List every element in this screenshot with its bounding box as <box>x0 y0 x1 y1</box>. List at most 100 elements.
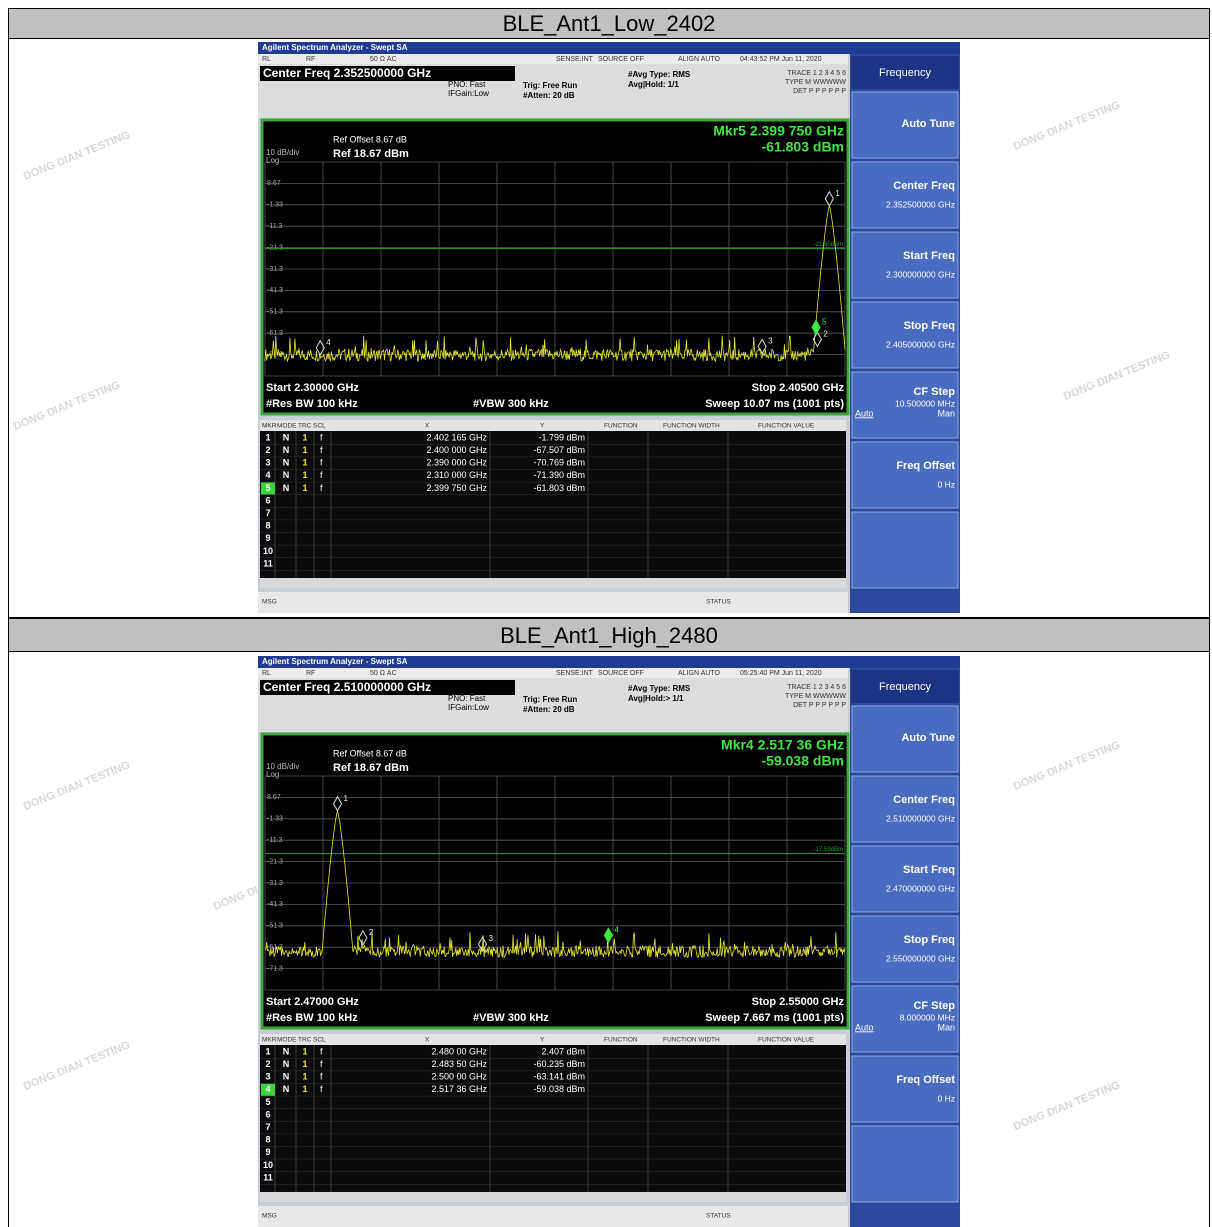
marker-x: 2.400 000 GHz <box>426 445 487 455</box>
softkey <box>852 846 958 912</box>
center-freq: Center Freq 2.352500000 GHz <box>263 66 431 80</box>
marker-trace: 1 <box>302 483 307 493</box>
marker-mode: N <box>283 1059 290 1069</box>
marker-no: 9 <box>265 533 270 543</box>
marker-x: 2.483 50 GHz <box>431 1059 487 1069</box>
marker-number: 4 <box>326 338 331 347</box>
marker-y: -59.038 dBm <box>533 1084 585 1094</box>
marker-y: -67.507 dBm <box>533 445 585 455</box>
marker-x: 2.402 165 GHz <box>426 432 487 442</box>
marker-number: 1 <box>835 189 840 198</box>
stop-freq: Stop 2.40500 GHz <box>752 382 845 394</box>
marker-no: 8 <box>265 521 270 531</box>
marker-no: 1 <box>265 1046 270 1056</box>
softkey-label: Freq Offset <box>896 1074 955 1086</box>
softkey-value: 0 Hz <box>938 479 955 489</box>
rbw: #Res BW 100 kHz <box>266 398 358 410</box>
marker-readout: -59.038 dBm <box>762 753 844 769</box>
marker-mode: N <box>283 445 290 455</box>
analyzer-screen: Agilent Spectrum Analyzer - Swept SARLRF… <box>258 656 960 1227</box>
trace-info: TYPE M WWWWW <box>785 693 846 700</box>
y-tick-label: 8.67 <box>267 180 281 187</box>
table-header: X <box>425 423 430 430</box>
y-tick-label: -41.3 <box>267 287 283 294</box>
marker-no: 7 <box>265 1122 270 1132</box>
softkey <box>852 1056 958 1122</box>
status-text: 50 Ω AC <box>370 56 397 63</box>
marker-readout: Mkr5 2.399 750 GHz <box>713 123 844 139</box>
ref-offset: Ref Offset 8.67 dB <box>333 134 407 144</box>
marker-no: 2 <box>265 445 270 455</box>
table-header: FUNCTION WIDTH <box>663 1037 720 1044</box>
marker-x: 2.390 000 GHz <box>426 458 487 468</box>
marker-mode: N <box>283 458 290 468</box>
marker-no: 2 <box>265 1059 270 1069</box>
marker-trace: 1 <box>302 1059 307 1069</box>
y-tick-label: -11.3 <box>267 837 283 844</box>
marker-no: 10 <box>263 1160 273 1170</box>
table-header: Y <box>540 1037 545 1044</box>
softkey-label: Start Freq <box>903 864 955 876</box>
marker-y: -1.799 dBm <box>538 432 585 442</box>
marker-no: 4 <box>265 1084 270 1094</box>
marker-mode: N <box>283 1084 290 1094</box>
setting: Trig: Free Run <box>523 695 577 704</box>
marker-trace: 1 <box>302 458 307 468</box>
status-label: STATUS <box>706 1213 731 1220</box>
table-header: FUNCTION WIDTH <box>663 423 720 430</box>
trace-info: TRACE 1 2 3 4 5 6 <box>787 70 846 77</box>
msg: MSG <box>262 1213 277 1220</box>
section-title: BLE_Ant1_Low_2402 <box>8 8 1210 39</box>
setting: #Avg Type: RMS <box>628 684 691 693</box>
softkey <box>852 232 958 298</box>
y-tick-label: -51.3 <box>267 923 283 930</box>
marker-number: 4 <box>614 925 619 934</box>
marker-table <box>260 1034 846 1192</box>
y-tick-label: -1.33 <box>267 816 283 823</box>
marker-y: -60.235 dBm <box>533 1059 585 1069</box>
softkey-option: Man <box>937 408 955 418</box>
marker-number: 3 <box>768 337 773 346</box>
setting: PNO: Fast <box>448 694 486 703</box>
softkey-value: 2.352500000 GHz <box>886 199 955 209</box>
table-header: X <box>425 1037 430 1044</box>
softkey-label: Center Freq <box>893 180 955 192</box>
marker-no: 6 <box>265 1109 270 1119</box>
status-text: ALIGN AUTO <box>678 56 720 63</box>
marker-no: 4 <box>265 470 270 480</box>
setting: #Atten: 20 dB <box>523 91 575 100</box>
marker-trace: 1 <box>302 470 307 480</box>
table-header: FUNCTION <box>604 1037 638 1044</box>
marker-no: 9 <box>265 1147 270 1157</box>
y-tick-label: -21.3 <box>267 858 283 865</box>
y-tick-label: 8.67 <box>267 794 281 801</box>
softkey-value: 0 Hz <box>938 1093 955 1103</box>
vbw: #VBW 300 kHz <box>473 1012 549 1024</box>
log: Log <box>266 156 279 165</box>
setting: IFGain:Low <box>448 89 489 98</box>
status-text: SENSE:INT <box>556 56 594 63</box>
softkey-menu-title: Frequency <box>879 67 931 79</box>
marker-readout: Mkr4 2.517 36 GHz <box>721 737 844 753</box>
marker-no: 5 <box>265 483 270 493</box>
softkey-label: CF Step <box>913 386 955 398</box>
softkey-label: Freq Offset <box>896 460 955 472</box>
marker-x: 2.310 000 GHz <box>426 470 487 480</box>
y-tick-label: -31.3 <box>267 266 283 273</box>
table-header: MKR <box>262 1037 277 1044</box>
trace-info: DET P P P P P P <box>793 702 846 709</box>
table-header: FUNCTION VALUE <box>758 1037 815 1044</box>
marker-number: 2 <box>823 330 828 339</box>
status-text: SENSE:INT <box>556 670 594 677</box>
center-freq: Center Freq 2.510000000 GHz <box>263 680 431 694</box>
status-text: RL <box>262 56 271 63</box>
marker-y: 2.407 dBm <box>541 1046 585 1056</box>
softkey-value: 2.510000000 GHz <box>886 813 955 823</box>
softkey <box>852 776 958 842</box>
softkey-label: Auto Tune <box>901 732 955 744</box>
marker-no: 8 <box>265 1135 270 1145</box>
marker-trace: 1 <box>302 432 307 442</box>
table-header: MODE <box>277 1037 297 1044</box>
y-tick-label: -1.33 <box>267 202 283 209</box>
softkey-value: 2.405000000 GHz <box>886 339 955 349</box>
